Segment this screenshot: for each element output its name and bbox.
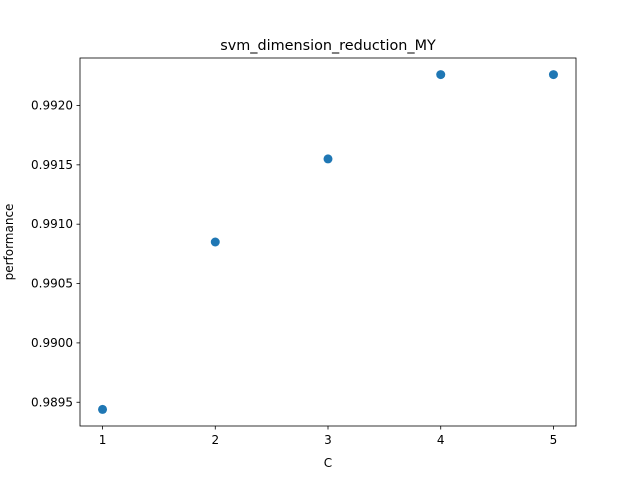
y-tick-label: 0.9895 (31, 395, 73, 409)
x-tick-label: 5 (550, 433, 558, 447)
chart-title: svm_dimension_reduction_MY (220, 38, 436, 54)
data-point (98, 404, 108, 414)
x-tick-label: 4 (437, 433, 445, 447)
x-axis-label: C (324, 456, 332, 470)
data-point (436, 70, 446, 80)
y-tick-label: 0.9900 (31, 336, 73, 350)
x-tick-label: 2 (211, 433, 219, 447)
data-point (210, 237, 220, 247)
y-tick-label: 0.9915 (31, 158, 73, 172)
y-tick-label: 0.9920 (31, 98, 73, 112)
data-point (323, 154, 333, 164)
y-tick-label: 0.9910 (31, 217, 73, 231)
y-axis-label: performance (2, 204, 16, 281)
y-tick-label: 0.9905 (31, 277, 73, 291)
x-tick-label: 1 (99, 433, 107, 447)
plot-area (98, 70, 558, 414)
data-point (548, 70, 558, 80)
x-tick-label: 3 (324, 433, 332, 447)
